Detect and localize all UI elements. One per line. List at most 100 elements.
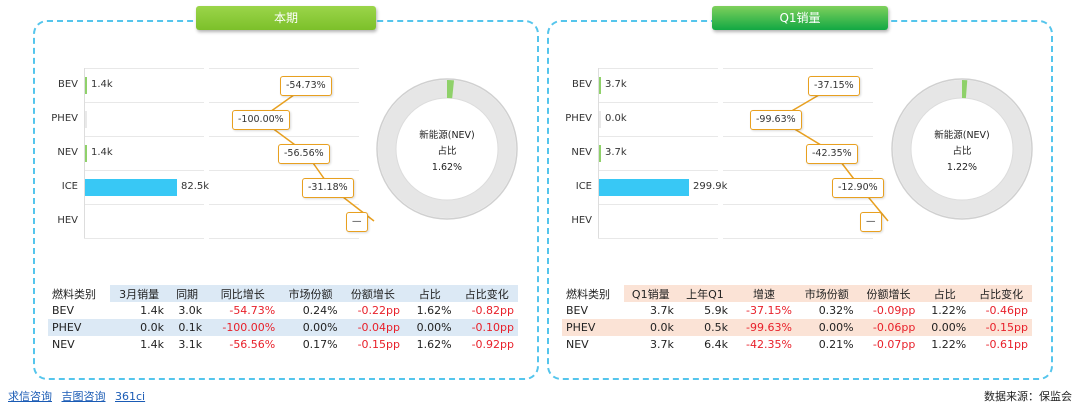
table-header-cell: 上年Q1 (677, 285, 733, 302)
table-cell: 0.32% (818, 304, 854, 317)
bar-value-label: 299.9k (693, 181, 728, 192)
table-cell: -0.22pp (357, 304, 401, 317)
table-row: PHEV 0.0k 0.5k -99.63% 0.00% -0.06pp 0.00% -0.1… (562, 319, 1032, 336)
bar-phev (599, 111, 601, 128)
grid-line (598, 136, 718, 137)
grid-line (84, 170, 204, 171)
table-cell: -0.61pp (985, 338, 1028, 351)
change-label: -37.15% (808, 76, 860, 96)
table-cell: -0.07pp (872, 338, 916, 351)
left-data-table: 燃料类别 3月销量 同期 同比增长 市场份额 份额增长 占比 占比变化 BEV 1.4k 3.0k -… (48, 285, 518, 353)
bar-axis (598, 68, 599, 238)
table-header-row: 燃料类别 Q1销量 上年Q1 增速 市场份额 份额增长 占比 占比变化 (562, 285, 1032, 302)
table-row: PHEV 0.0k 0.1k -100.00% 0.00% -0.04pp 0.00% -0.… (48, 319, 518, 336)
table-cell: -99.63% (746, 321, 792, 334)
footer-link-qiuxin[interactable]: 求信咨询 (8, 390, 52, 403)
change-label: -56.56% (278, 144, 330, 164)
change-label: -31.18% (302, 178, 354, 198)
table-cell: -0.06pp (872, 321, 916, 334)
table-cell: 0.17% (302, 338, 338, 351)
bar-bev (599, 77, 601, 94)
change-label: -12.90% (832, 178, 884, 198)
footer-links: 求信咨询 吉图咨询 361ci (8, 388, 151, 404)
category-label: ICE (61, 181, 78, 192)
category-label: PHEV (51, 113, 78, 124)
table-cell: -0.15pp (985, 321, 1028, 334)
table-cell: 6.4k (704, 338, 729, 351)
footer-link-jitu[interactable]: 吉图咨询 (61, 390, 106, 403)
grid-line (598, 238, 718, 239)
table-cell: NEV (52, 338, 75, 351)
left-donut-line3: 1.62% (431, 162, 463, 173)
table-cell: 3.7k (649, 338, 674, 351)
bar-bev (85, 77, 87, 94)
right-donut-line3: 1.22% (946, 162, 978, 173)
grid-line (723, 136, 873, 137)
bar-nev (599, 145, 601, 162)
left-donut-chart: 新能源(NEV) 占比 1.62% (374, 76, 520, 222)
category-label: PHEV (565, 113, 592, 124)
table-cell: 1.22% (931, 304, 967, 317)
footer-link-361ci[interactable]: 361ci (115, 390, 146, 403)
table-cell: 0.0k (649, 321, 674, 334)
right-donut-chart: 新能源(NEV) 占比 1.22% (889, 76, 1035, 222)
table-cell: 0.0k (140, 321, 164, 334)
table-header-cell: 增速 (732, 285, 796, 302)
category-label: BEV (57, 79, 78, 90)
grid-line (598, 204, 718, 205)
table-cell: -0.46pp (985, 304, 1028, 317)
table-cell: BEV (52, 304, 75, 317)
table-cell: 1.62% (416, 338, 452, 351)
table-cell: -37.15% (746, 304, 792, 317)
grid-line (723, 102, 873, 103)
bar-ice (85, 179, 177, 196)
change-label: — (860, 212, 882, 232)
table-cell: 1.4k (140, 304, 164, 317)
bar-ice (599, 179, 689, 196)
table-cell: -56.56% (229, 338, 276, 351)
grid-line (84, 136, 204, 137)
table-row: NEV 1.4k 3.1k -56.56% 0.17% -0.15pp 1.62% -0.92… (48, 336, 518, 353)
table-header-cell: 占比变化 (455, 285, 518, 302)
table-row: BEV 3.7k 5.9k -37.15% 0.32% -0.09pp 1.22% -0.46… (562, 302, 1032, 319)
bar-nev (85, 145, 87, 162)
category-label: HEV (57, 215, 78, 226)
change-label: -99.63% (750, 110, 802, 130)
table-cell: -54.73% (229, 304, 276, 317)
table-cell: 0.5k (704, 321, 729, 334)
grid-line (723, 204, 873, 205)
table-cell: -42.35% (746, 338, 792, 351)
table-cell: -100.00% (222, 321, 276, 334)
table-cell: -0.10pp (471, 321, 514, 334)
table-cell: 3.7k (649, 304, 674, 317)
table-cell: 0.21% (818, 338, 854, 351)
left-donut-label: 新能源(NEV) 占比 1.62% (397, 128, 497, 176)
table-header-cell: 份额增长 (341, 285, 405, 302)
table-header-cell: 燃料类别 (566, 287, 610, 301)
table-cell: -0.15pp (357, 338, 401, 351)
table-header-cell: 燃料类别 (52, 287, 96, 301)
table-cell: BEV (566, 304, 589, 317)
change-label: — (346, 212, 368, 232)
bar-value-label: 1.4k (91, 79, 113, 90)
table-header-cell: 市场份额 (279, 285, 342, 302)
table-cell: -0.82pp (471, 304, 514, 317)
table-header-cell: 3月销量 (110, 285, 168, 302)
grid-line (209, 204, 359, 205)
table-cell: NEV (566, 338, 589, 351)
table-cell: 5.9k (704, 304, 729, 317)
table-header-cell: 市场份额 (795, 285, 858, 302)
table-cell: 0.00% (416, 321, 452, 334)
table-row: BEV 1.4k 3.0k -54.73% 0.24% -0.22pp 1.62% -0.82… (48, 302, 518, 319)
change-label: -54.73% (280, 76, 332, 96)
data-source-note: 数据来源：保监会 (984, 390, 1072, 403)
table-cell: 0.1k (178, 321, 203, 334)
grid-line (209, 238, 359, 239)
bar-axis (84, 68, 85, 238)
table-cell: -0.92pp (471, 338, 514, 351)
grid-line (84, 238, 204, 239)
table-cell: 0.24% (302, 304, 338, 317)
table-cell: 3.1k (178, 338, 203, 351)
table-cell: 1.62% (416, 304, 452, 317)
right-donut-svg (891, 78, 1033, 220)
